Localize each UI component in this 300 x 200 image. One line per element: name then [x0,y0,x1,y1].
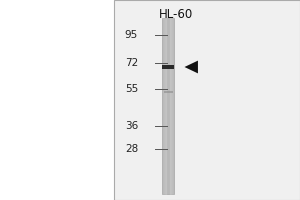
Bar [162,65,174,69]
Text: 28: 28 [125,144,138,154]
Bar [114,0,300,200]
Text: 55: 55 [125,84,138,94]
Text: 36: 36 [125,121,138,131]
Text: 95: 95 [125,30,138,40]
Bar [164,91,172,93]
Bar [162,18,174,194]
Text: HL-60: HL-60 [158,8,193,21]
Text: 72: 72 [125,58,138,68]
Polygon shape [184,61,198,73]
